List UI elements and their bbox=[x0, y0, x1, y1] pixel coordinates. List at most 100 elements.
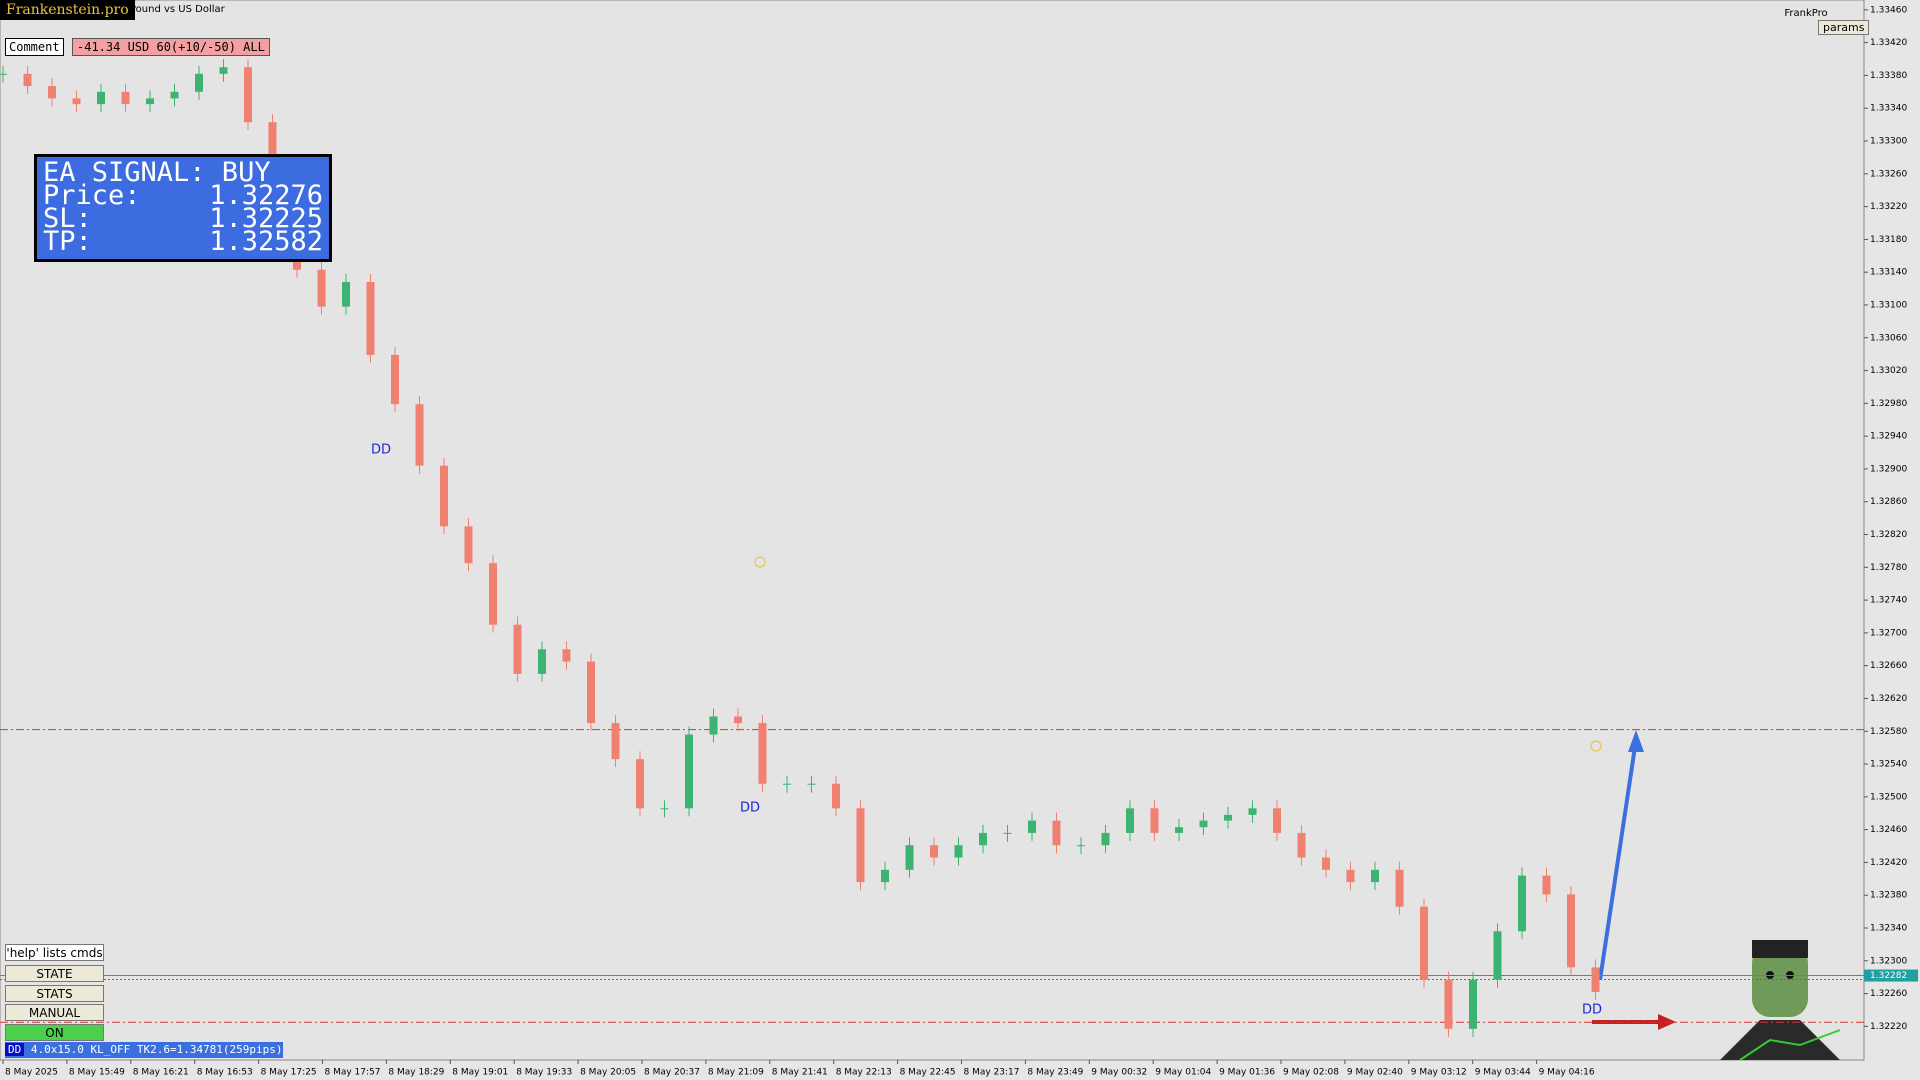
target-arrow-head bbox=[1628, 730, 1644, 752]
x-tick-label: 8 May 20:37 bbox=[644, 1068, 700, 1078]
y-tick-label: 1.32620 bbox=[1870, 694, 1907, 704]
y-tick-label: 1.32700 bbox=[1870, 628, 1907, 638]
signal-row: TP: 1.32582 bbox=[43, 226, 323, 257]
y-tick-label: 1.32540 bbox=[1870, 760, 1907, 770]
candle bbox=[562, 649, 571, 662]
y-tick-label: 1.32420 bbox=[1870, 858, 1907, 868]
candle bbox=[979, 832, 987, 846]
candle bbox=[1493, 931, 1502, 980]
candle bbox=[538, 649, 546, 674]
candle bbox=[1150, 808, 1159, 833]
status-text: 4.0x15.0 KL_OFF TK2.6=1.34781(259pips) bbox=[30, 1043, 283, 1056]
candle bbox=[513, 624, 522, 674]
y-tick-label: 1.32300 bbox=[1870, 956, 1907, 966]
candle bbox=[415, 404, 424, 466]
x-tick-label: 8 May 2025 bbox=[5, 1068, 58, 1078]
candle bbox=[268, 122, 277, 184]
manual-button[interactable]: MANUAL bbox=[5, 1004, 104, 1021]
candle bbox=[881, 869, 889, 883]
y-tick-label: 1.32500 bbox=[1870, 792, 1907, 802]
signal-title: EA SIGNAL: BUY bbox=[43, 157, 271, 188]
candle bbox=[611, 723, 620, 760]
target-arrow bbox=[1598, 739, 1638, 981]
y-tick-label: 1.32980 bbox=[1870, 399, 1907, 409]
candle bbox=[219, 67, 228, 74]
candle bbox=[1028, 820, 1036, 833]
row-value: 1.32276 bbox=[209, 180, 323, 211]
x-tick-label: 8 May 22:13 bbox=[836, 1068, 892, 1078]
x-tick-label: 8 May 19:01 bbox=[452, 1068, 508, 1078]
x-tick-label: 8 May 21:41 bbox=[772, 1068, 828, 1078]
candle bbox=[195, 73, 203, 92]
candle bbox=[317, 269, 326, 307]
candle bbox=[660, 808, 669, 810]
on-button[interactable]: ON bbox=[5, 1024, 104, 1041]
candle bbox=[1346, 869, 1355, 883]
y-tick-label: 1.33020 bbox=[1870, 366, 1907, 376]
frank-avatar bbox=[1720, 940, 1841, 1061]
candle bbox=[1126, 808, 1134, 833]
x-tick-label: 9 May 02:08 bbox=[1283, 1068, 1339, 1078]
x-tick-label: 9 May 00:32 bbox=[1091, 1068, 1147, 1078]
y-tick-label: 1.32580 bbox=[1870, 727, 1907, 737]
candle bbox=[1542, 875, 1551, 895]
candle bbox=[391, 354, 399, 405]
x-tick-label: 9 May 01:04 bbox=[1155, 1068, 1211, 1078]
y-tick-label: 1.33300 bbox=[1870, 137, 1907, 147]
candle bbox=[440, 465, 448, 527]
x-tick-label: 8 May 15:49 bbox=[69, 1068, 125, 1078]
candle bbox=[807, 783, 816, 785]
candle bbox=[1444, 979, 1453, 1029]
candle bbox=[366, 282, 375, 355]
candle bbox=[1101, 832, 1110, 846]
x-tick-label: 8 May 23:49 bbox=[1027, 1068, 1083, 1078]
y-tick-label: 1.32220 bbox=[1870, 1022, 1907, 1032]
params-button[interactable]: params bbox=[1818, 20, 1870, 35]
candle bbox=[636, 759, 644, 809]
state-button[interactable]: STATE bbox=[5, 965, 104, 982]
candle bbox=[1371, 869, 1379, 883]
x-tick-label: 8 May 17:57 bbox=[325, 1068, 381, 1078]
brand: Frankenstein.pro bbox=[0, 0, 135, 20]
signal-dot bbox=[1590, 740, 1602, 752]
candle bbox=[1052, 820, 1061, 846]
y-tick-label: 1.32660 bbox=[1870, 661, 1907, 671]
candle bbox=[758, 723, 767, 784]
candle bbox=[1469, 979, 1477, 1029]
x-tick-label: 8 May 17:25 bbox=[261, 1068, 317, 1078]
x-tick-label: 8 May 22:45 bbox=[900, 1068, 956, 1078]
candle bbox=[146, 98, 154, 105]
y-tick-label: 1.33140 bbox=[1870, 268, 1907, 278]
y-tick-label: 1.33460 bbox=[1870, 5, 1907, 15]
y-tick-label: 1.33420 bbox=[1870, 38, 1907, 48]
row-value: 1.32582 bbox=[209, 226, 323, 257]
candle bbox=[1567, 894, 1575, 968]
candle bbox=[832, 783, 840, 809]
candle bbox=[1420, 906, 1428, 980]
dd-label: DD bbox=[740, 801, 760, 816]
y-tick-label: 1.32260 bbox=[1870, 989, 1907, 999]
x-tick-label: 8 May 21:09 bbox=[708, 1068, 764, 1078]
account: FrankPro bbox=[1784, 8, 1827, 19]
signal-dot bbox=[754, 556, 766, 568]
y-tick-label: 1.33180 bbox=[1870, 235, 1907, 245]
candle bbox=[244, 67, 252, 123]
signal-row: Price: 1.32276 bbox=[43, 180, 323, 211]
x-tick-label: 8 May 20:05 bbox=[580, 1068, 636, 1078]
y-tick-label: 1.32740 bbox=[1870, 596, 1907, 606]
y-tick-label: 1.33100 bbox=[1870, 300, 1907, 310]
x-tick-label: 9 May 03:44 bbox=[1475, 1068, 1531, 1078]
dd-label: DD bbox=[1582, 1003, 1602, 1018]
candle bbox=[1297, 832, 1306, 858]
y-tick-label: 1.33380 bbox=[1870, 71, 1907, 81]
current-price-label: 1.32282 bbox=[1870, 971, 1907, 981]
stats-button[interactable]: STATS bbox=[5, 985, 104, 1002]
y-tick-label: 1.33060 bbox=[1870, 333, 1907, 343]
candle bbox=[1591, 967, 1600, 992]
y-tick-label: 1.33340 bbox=[1870, 104, 1907, 114]
x-tick-label: 9 May 02:40 bbox=[1347, 1068, 1403, 1078]
y-tick-label: 1.32460 bbox=[1870, 825, 1907, 835]
symbol-name: Pound vs US Dollar bbox=[130, 4, 226, 15]
row-label: TP: bbox=[43, 226, 92, 257]
